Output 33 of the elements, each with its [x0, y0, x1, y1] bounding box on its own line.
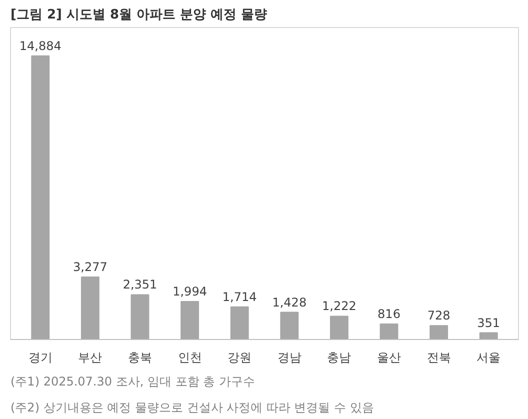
x-tick-label: 전북 [426, 350, 451, 364]
data-label: 3,277 [73, 260, 108, 274]
data-label: 14,884 [19, 38, 62, 53]
x-tick-label: 강원 [228, 350, 252, 364]
x-tick-label: 서울 [476, 350, 501, 364]
x-tick-label: 인천 [178, 350, 202, 364]
data-label: 1,428 [272, 295, 307, 310]
x-tick-label: 충북 [128, 350, 152, 364]
bar [380, 323, 398, 340]
x-tick-label: 울산 [377, 350, 402, 364]
bar [430, 325, 448, 340]
bar [31, 55, 50, 340]
bar [180, 301, 200, 340]
data-label: 1,714 [222, 290, 257, 304]
data-label: 2,351 [122, 278, 158, 292]
data-label: 816 [378, 306, 400, 321]
bar [280, 312, 299, 340]
bar [80, 276, 100, 340]
data-label: 728 [427, 308, 450, 323]
data-label: 1,222 [322, 299, 356, 314]
x-tick-label: 경기 [28, 350, 52, 364]
data-label: 351 [477, 316, 500, 330]
bar [330, 316, 348, 340]
bar [479, 332, 498, 340]
data-label: 1,994 [172, 284, 207, 298]
text: (주1) 2025.07.30 조사, 임대 포함 총 가구수 [10, 374, 255, 388]
bar [230, 306, 249, 340]
x-tick-label: 경남 [277, 350, 302, 364]
x-tick-label: 충남 [327, 350, 352, 364]
text: (주2) 상기내용은 예정 물량으로 건설사 사정에 따라 변경될 수 있음 [10, 400, 374, 414]
bar [130, 294, 150, 340]
x-tick-label: 부산 [78, 350, 102, 364]
chart-title: [그림 2] 시도별 8월 아파트 분양 예정 물량 [10, 8, 268, 22]
